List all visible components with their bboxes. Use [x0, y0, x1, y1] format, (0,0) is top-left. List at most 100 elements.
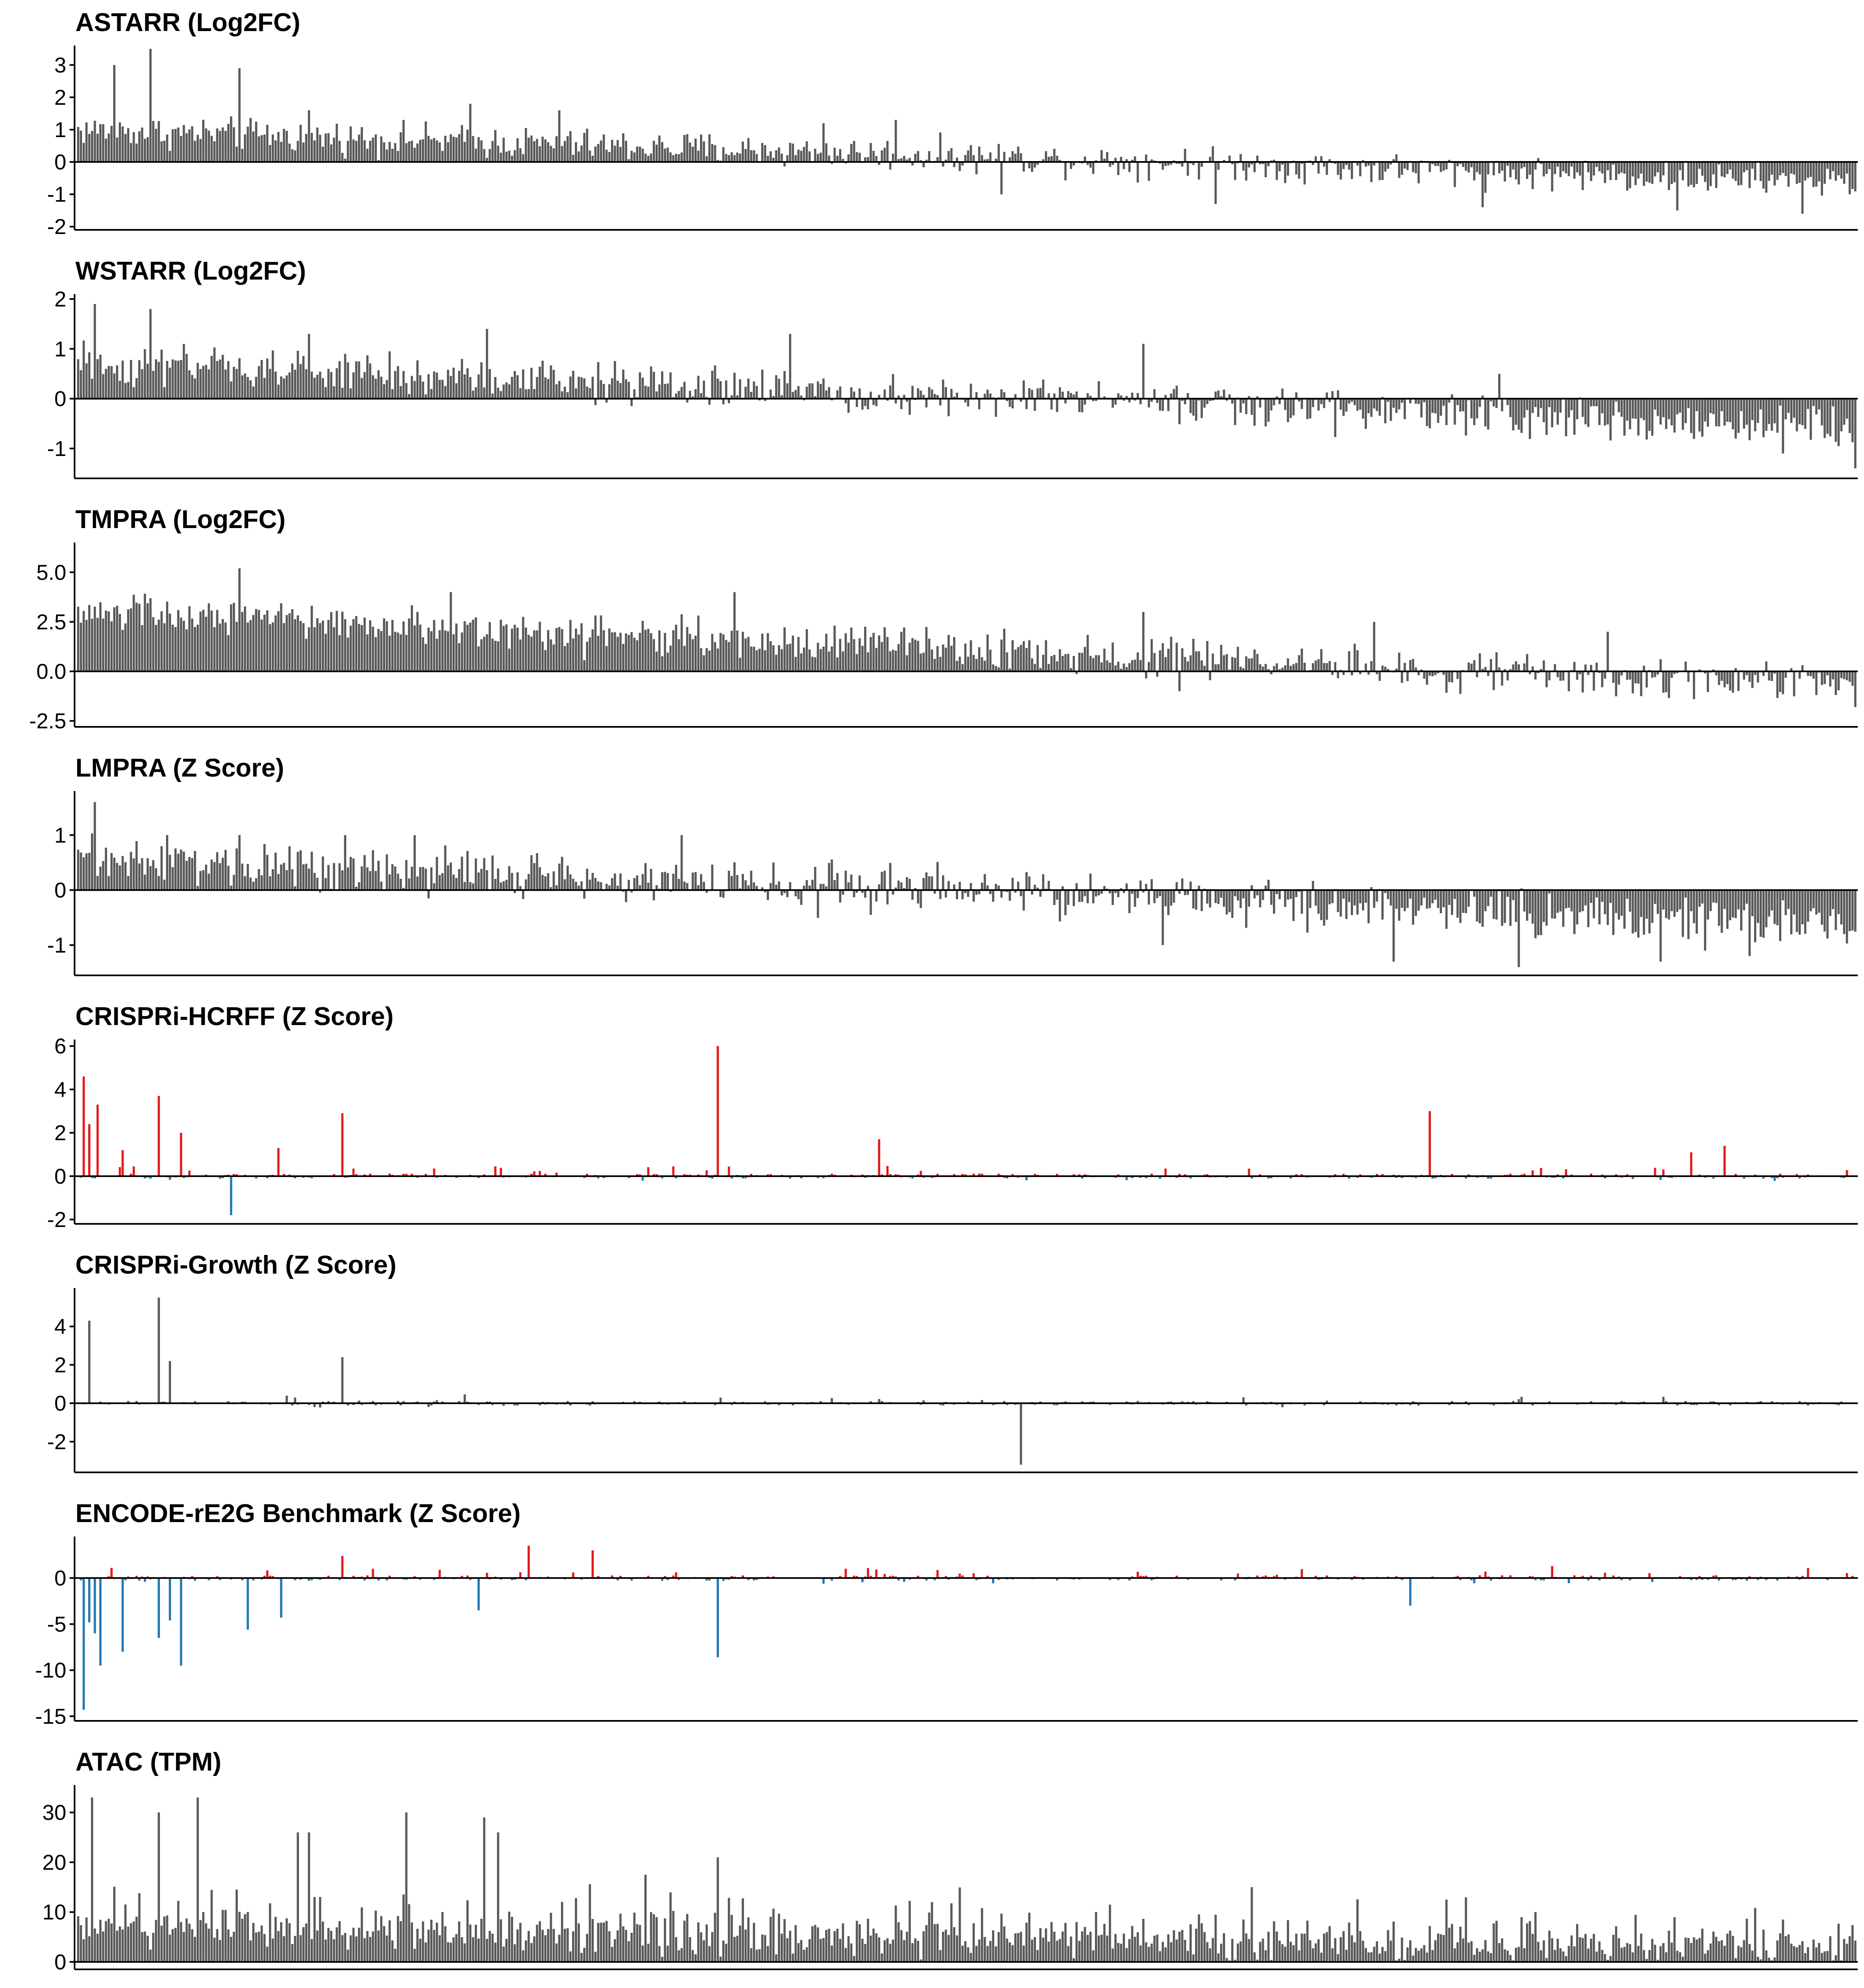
- bar: [967, 1401, 969, 1404]
- bar: [1690, 398, 1693, 433]
- bar: [608, 628, 611, 672]
- bar: [1003, 628, 1006, 672]
- bar: [188, 129, 191, 162]
- bar: [566, 866, 569, 890]
- bar: [1337, 671, 1339, 678]
- bar: [1400, 1578, 1403, 1580]
- bar: [294, 1176, 297, 1179]
- bar: [1512, 890, 1514, 900]
- bar: [933, 394, 936, 399]
- bar: [1840, 398, 1843, 432]
- bar: [686, 1914, 688, 1962]
- bar: [644, 386, 647, 399]
- bar: [130, 360, 132, 399]
- bar: [522, 890, 524, 899]
- bar: [647, 155, 650, 162]
- bar: [1832, 890, 1834, 910]
- bar: [533, 863, 536, 890]
- bar: [1509, 890, 1512, 926]
- bar: [363, 618, 366, 672]
- bar: [1487, 890, 1490, 906]
- bar: [1579, 890, 1581, 912]
- bar: [277, 1148, 280, 1176]
- bar: [1256, 396, 1259, 399]
- bar: [533, 1936, 536, 1962]
- bar: [146, 1935, 149, 1962]
- bar: [1108, 662, 1111, 672]
- bar: [602, 384, 605, 399]
- bar: [853, 639, 855, 672]
- bar: [1612, 671, 1615, 683]
- bar: [1351, 1935, 1353, 1962]
- bar: [1737, 671, 1740, 691]
- bar: [897, 1922, 900, 1962]
- bar: [780, 153, 783, 162]
- bar: [449, 134, 452, 162]
- bar: [146, 364, 149, 399]
- bar: [922, 878, 925, 890]
- bar: [1228, 890, 1231, 912]
- bar: [608, 152, 611, 162]
- bar: [205, 864, 208, 890]
- bar: [697, 1174, 700, 1176]
- bar: [1840, 671, 1843, 678]
- bar: [1846, 1573, 1848, 1578]
- bar: [1106, 152, 1108, 162]
- bar: [1734, 1958, 1737, 1962]
- bar: [675, 1176, 677, 1179]
- bar: [772, 157, 775, 162]
- bar: [1128, 162, 1131, 172]
- bar: [747, 379, 750, 399]
- bar: [794, 155, 797, 162]
- bar: [1470, 1941, 1473, 1962]
- bar: [722, 1578, 725, 1581]
- bar: [1392, 398, 1395, 408]
- bar: [792, 635, 794, 672]
- bar: [850, 627, 852, 672]
- bar: [413, 147, 416, 162]
- bar: [1400, 1937, 1403, 1962]
- bar: [777, 645, 780, 672]
- bar: [347, 867, 349, 890]
- bar: [661, 1176, 664, 1179]
- bar: [800, 396, 803, 399]
- bar: [1264, 398, 1267, 427]
- bar: [1376, 671, 1378, 674]
- bar: [1734, 398, 1737, 439]
- bar: [661, 1957, 664, 1962]
- bar: [1515, 398, 1517, 425]
- bar: [341, 1113, 344, 1176]
- bar: [297, 615, 299, 672]
- bar: [1070, 668, 1072, 672]
- bar: [1776, 1176, 1779, 1178]
- bar: [561, 856, 563, 890]
- bar: [1248, 659, 1250, 672]
- bar: [294, 1397, 297, 1404]
- bar: [1022, 380, 1025, 399]
- bar: [1690, 1152, 1693, 1176]
- bar: [897, 159, 900, 162]
- y-tick-label: -1: [47, 934, 66, 958]
- bar: [1423, 398, 1425, 403]
- bar: [232, 875, 235, 890]
- bar: [1807, 671, 1809, 676]
- bar: [97, 1933, 99, 1962]
- bar: [861, 646, 864, 672]
- bar: [736, 630, 739, 672]
- bar: [1718, 671, 1720, 685]
- bar: [1070, 162, 1072, 169]
- bar: [600, 882, 602, 890]
- bar: [1587, 398, 1590, 427]
- bar: [836, 390, 839, 399]
- bar: [544, 876, 547, 890]
- bar: [1281, 1944, 1284, 1962]
- bar: [1147, 162, 1150, 181]
- bar: [1562, 162, 1565, 171]
- bar: [169, 367, 171, 399]
- bar: [500, 152, 502, 162]
- bar: [920, 890, 922, 908]
- bar: [210, 356, 213, 399]
- bar: [388, 351, 391, 399]
- bar: [1264, 1950, 1267, 1962]
- bar: [1192, 1401, 1195, 1404]
